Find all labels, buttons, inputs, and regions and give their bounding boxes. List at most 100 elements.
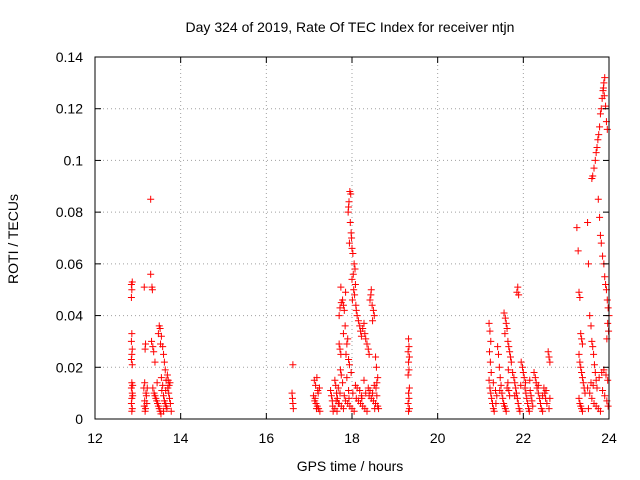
data-point (604, 319, 612, 327)
data-point (346, 218, 354, 226)
data-point (492, 399, 500, 407)
data-point (486, 327, 494, 335)
data-point (368, 301, 376, 309)
data-point (313, 374, 321, 382)
data-point (129, 381, 137, 389)
data-point (493, 392, 501, 400)
data-point (494, 350, 502, 358)
data-point (596, 110, 604, 118)
data-point (591, 156, 599, 164)
data-point (543, 399, 551, 407)
data-point (520, 374, 528, 382)
data-point (604, 304, 612, 312)
data-point (487, 337, 495, 345)
data-point (405, 394, 413, 402)
data-point (603, 296, 611, 304)
data-point (327, 392, 335, 400)
data-point (588, 394, 596, 402)
data-point (345, 239, 353, 247)
data-point (515, 291, 523, 299)
data-point (516, 407, 524, 415)
data-point (348, 275, 356, 283)
data-point (578, 368, 586, 376)
y-tick-label: 0.1 (64, 152, 84, 168)
data-point (577, 330, 585, 338)
data-point (586, 312, 594, 320)
data-point (327, 387, 335, 395)
data-point (578, 335, 586, 343)
data-point (127, 293, 135, 301)
data-point (363, 340, 371, 348)
data-point (366, 296, 374, 304)
data-point (575, 350, 583, 358)
data-point (148, 286, 156, 294)
data-point (361, 330, 369, 338)
data-point (149, 343, 157, 351)
data-point (140, 283, 148, 291)
data-point (592, 149, 600, 157)
data-point (503, 325, 511, 332)
data-point (525, 407, 533, 415)
x-tick-label: 18 (344, 430, 360, 446)
data-point (342, 288, 350, 296)
data-point (143, 399, 151, 407)
data-point (485, 376, 493, 384)
data-point (162, 387, 170, 395)
data-point (500, 309, 508, 317)
data-point (497, 381, 505, 389)
data-point (349, 389, 357, 397)
data-point (128, 407, 136, 415)
data-point (150, 348, 158, 356)
data-point (160, 358, 168, 366)
data-point (337, 371, 345, 379)
data-point (529, 402, 537, 410)
data-point (511, 392, 519, 400)
data-point (142, 392, 150, 400)
data-point (147, 195, 155, 203)
data-point (534, 389, 542, 397)
data-point (159, 343, 167, 351)
data-point (534, 381, 542, 389)
data-point (350, 407, 358, 415)
data-point (166, 379, 174, 387)
data-point (489, 379, 497, 387)
data-point (335, 340, 343, 348)
data-point (584, 384, 592, 392)
data-point (499, 394, 507, 402)
data-point (160, 350, 168, 358)
data-point (536, 399, 544, 407)
data-point (596, 213, 604, 221)
data-point (591, 368, 599, 376)
data-point (486, 384, 494, 392)
data-point (542, 387, 550, 395)
x-tick-label: 22 (516, 430, 532, 446)
data-point (545, 405, 553, 413)
data-points (127, 74, 613, 418)
y-tick-label: 0.04 (56, 308, 83, 324)
data-point (531, 374, 539, 382)
data-point (370, 312, 378, 320)
data-point (149, 384, 157, 392)
y-tick-label: 0.14 (56, 49, 83, 65)
data-point (128, 361, 136, 369)
data-point (488, 394, 496, 402)
data-point (345, 394, 353, 402)
data-point (312, 381, 320, 389)
data-point (405, 384, 413, 392)
data-point (527, 392, 535, 400)
data-point (521, 379, 529, 387)
data-point (335, 312, 343, 320)
data-point (578, 374, 586, 382)
data-point (507, 358, 515, 366)
data-point (331, 376, 339, 384)
data-point (147, 270, 155, 278)
data-point (590, 361, 598, 369)
data-point (519, 368, 527, 376)
data-point (348, 296, 356, 304)
data-point (594, 136, 602, 144)
data-point (496, 387, 504, 395)
x-tick-label: 24 (601, 430, 617, 446)
data-point (546, 358, 554, 366)
data-point (504, 366, 512, 374)
data-point (351, 265, 359, 273)
